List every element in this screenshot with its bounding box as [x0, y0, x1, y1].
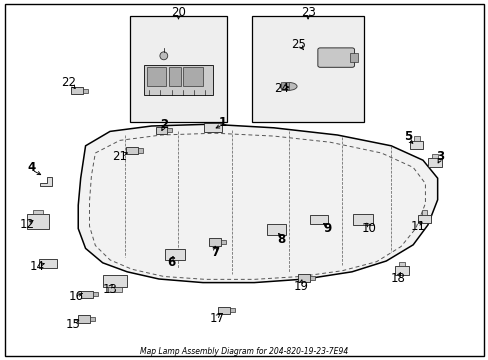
Text: 8: 8: [277, 233, 285, 246]
FancyBboxPatch shape: [71, 87, 83, 94]
FancyBboxPatch shape: [427, 158, 441, 167]
FancyBboxPatch shape: [221, 240, 225, 244]
FancyBboxPatch shape: [317, 48, 354, 67]
Text: 24: 24: [273, 82, 288, 95]
Text: 13: 13: [102, 283, 117, 296]
Text: 11: 11: [410, 220, 425, 233]
FancyBboxPatch shape: [309, 276, 314, 280]
FancyBboxPatch shape: [309, 215, 327, 224]
Text: 19: 19: [293, 280, 307, 293]
FancyBboxPatch shape: [126, 147, 138, 154]
Text: 15: 15: [66, 318, 81, 330]
Text: 2: 2: [160, 118, 167, 131]
FancyBboxPatch shape: [83, 89, 88, 93]
FancyBboxPatch shape: [138, 148, 142, 153]
FancyBboxPatch shape: [183, 67, 203, 86]
FancyBboxPatch shape: [155, 127, 167, 134]
Ellipse shape: [279, 82, 296, 90]
Text: 10: 10: [361, 222, 376, 235]
FancyBboxPatch shape: [144, 65, 212, 95]
FancyBboxPatch shape: [409, 141, 423, 149]
Text: 18: 18: [390, 273, 405, 285]
Text: 23: 23: [300, 6, 315, 19]
FancyBboxPatch shape: [39, 259, 57, 268]
FancyBboxPatch shape: [352, 214, 372, 225]
Text: 4: 4: [28, 161, 36, 174]
FancyBboxPatch shape: [413, 136, 419, 141]
FancyBboxPatch shape: [93, 292, 98, 296]
FancyBboxPatch shape: [102, 275, 127, 287]
Text: 25: 25: [290, 39, 305, 51]
Text: 17: 17: [210, 312, 224, 325]
FancyBboxPatch shape: [431, 154, 437, 158]
Text: 20: 20: [171, 6, 185, 19]
FancyBboxPatch shape: [421, 210, 427, 215]
FancyBboxPatch shape: [107, 287, 122, 292]
Polygon shape: [78, 124, 437, 283]
Text: 21: 21: [112, 150, 127, 163]
FancyBboxPatch shape: [167, 128, 172, 132]
FancyBboxPatch shape: [90, 317, 95, 321]
FancyBboxPatch shape: [168, 67, 181, 86]
FancyBboxPatch shape: [398, 262, 404, 266]
FancyBboxPatch shape: [394, 266, 408, 275]
Text: 22: 22: [61, 76, 76, 89]
FancyBboxPatch shape: [417, 215, 430, 223]
FancyBboxPatch shape: [33, 210, 43, 214]
Text: Map Lamp Assembly Diagram for 204-820-19-23-7E94: Map Lamp Assembly Diagram for 204-820-19…: [140, 346, 348, 356]
FancyBboxPatch shape: [78, 315, 90, 323]
FancyBboxPatch shape: [165, 249, 184, 260]
Ellipse shape: [160, 52, 167, 60]
FancyBboxPatch shape: [298, 274, 309, 282]
FancyBboxPatch shape: [229, 308, 234, 312]
FancyBboxPatch shape: [218, 307, 229, 314]
FancyBboxPatch shape: [203, 123, 221, 132]
Text: 1: 1: [218, 116, 226, 129]
Bar: [129, 16, 227, 122]
Text: 12: 12: [20, 219, 34, 231]
FancyBboxPatch shape: [146, 67, 166, 86]
Text: 7: 7: [211, 246, 219, 258]
FancyBboxPatch shape: [27, 214, 49, 229]
FancyBboxPatch shape: [209, 238, 221, 246]
Text: 5: 5: [404, 130, 411, 143]
Text: 3: 3: [435, 150, 443, 163]
FancyBboxPatch shape: [281, 82, 288, 90]
FancyBboxPatch shape: [266, 224, 285, 235]
Text: 6: 6: [167, 256, 175, 269]
FancyBboxPatch shape: [81, 291, 93, 298]
Text: 16: 16: [68, 291, 83, 303]
Text: 14: 14: [29, 260, 44, 273]
Polygon shape: [40, 177, 52, 186]
Text: 9: 9: [323, 222, 331, 235]
FancyBboxPatch shape: [349, 53, 358, 62]
Bar: [251, 16, 364, 122]
